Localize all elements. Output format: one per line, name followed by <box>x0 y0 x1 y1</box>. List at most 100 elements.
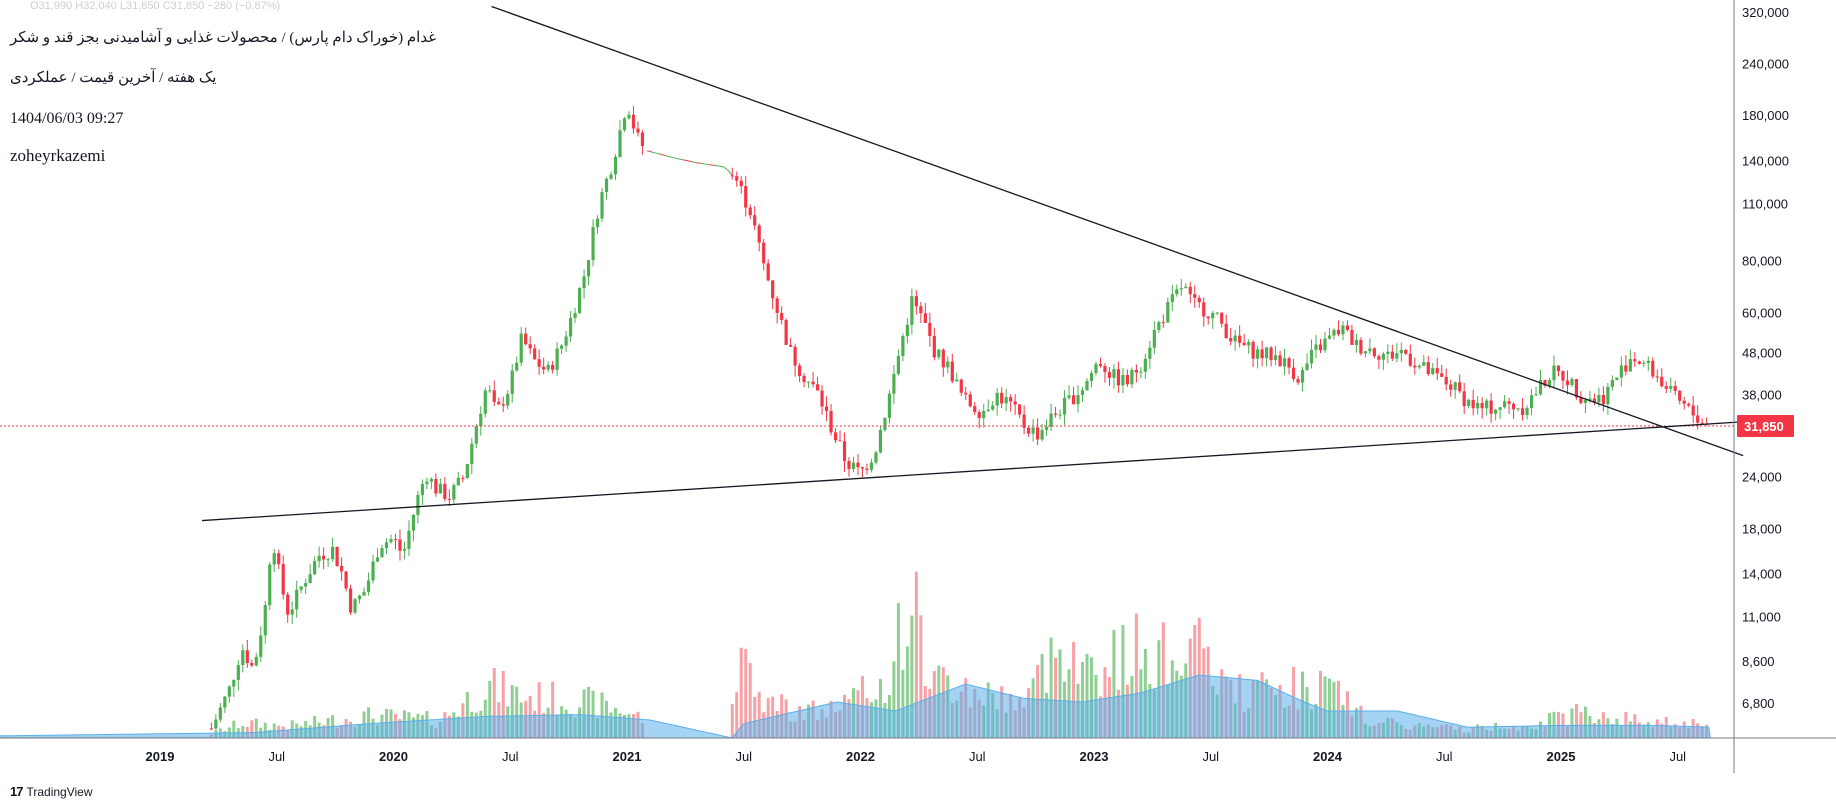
candle-body <box>582 276 586 289</box>
candle-body <box>542 366 546 370</box>
candle-body <box>757 225 761 243</box>
candle-body <box>1556 365 1561 372</box>
candle-body <box>833 432 838 441</box>
candle-body <box>452 485 456 500</box>
volume-bar <box>1318 670 1322 738</box>
candle-body <box>1224 323 1228 339</box>
volume-bar <box>537 682 541 738</box>
candle-body <box>1381 353 1385 360</box>
candle-body <box>313 561 317 575</box>
candle-halt <box>722 166 729 171</box>
candles <box>0 106 1709 739</box>
candle-body <box>573 313 577 319</box>
candle-body <box>389 539 393 543</box>
volume-bar <box>250 720 254 738</box>
price-axis[interactable]: 320,000 240,000 180,000 140,000 110,000 80,00… <box>1742 5 1789 711</box>
trendline-support[interactable] <box>201 421 1744 522</box>
candle-body <box>1251 341 1255 359</box>
candle-body <box>806 381 811 383</box>
candle-body <box>977 412 981 419</box>
volume-bar <box>582 689 586 738</box>
candle-body <box>277 553 281 565</box>
chart-title: غدام (خوراک دام پارس) / محصولات غذایی و … <box>10 30 437 46</box>
tradingview-branding[interactable]: 17 TradingView <box>10 784 93 799</box>
candle-body <box>1368 348 1372 352</box>
time-axis-tick: 2020 <box>379 749 408 764</box>
candle-body <box>286 594 290 615</box>
candle-body <box>1471 399 1475 409</box>
candle-body <box>438 483 442 494</box>
candle-body <box>1350 329 1354 345</box>
candle-body <box>1071 395 1076 405</box>
volume-bar <box>748 662 752 738</box>
volume-bar <box>465 692 469 738</box>
candle-body <box>1363 351 1367 354</box>
price-axis-tick: 80,000 <box>1742 254 1782 269</box>
candle-body <box>1336 329 1341 335</box>
price-axis-tick: 48,000 <box>1742 345 1782 360</box>
candle-body <box>411 514 416 531</box>
candle-body <box>1062 397 1067 415</box>
candle-body <box>1080 390 1085 396</box>
candle-body <box>766 263 770 281</box>
candle-halt <box>718 165 724 168</box>
volume-bar <box>551 681 555 738</box>
time-axis-tick: 2023 <box>1080 749 1109 764</box>
candle-body <box>569 318 573 337</box>
candle-body <box>1215 312 1219 314</box>
time-axis-tick: 2022 <box>846 749 875 764</box>
candle-body <box>780 312 784 320</box>
candle-body <box>744 186 748 208</box>
volume-bar <box>1570 708 1574 738</box>
candle-body <box>1089 372 1094 382</box>
volume-bar <box>1112 629 1116 738</box>
candle-body <box>1161 322 1165 324</box>
candle-body <box>1354 340 1359 345</box>
volume-bar <box>1049 637 1053 738</box>
volume-bar <box>501 670 505 738</box>
candle-body <box>748 207 752 216</box>
volume-bar <box>1161 622 1165 738</box>
candle-body <box>613 156 618 175</box>
candle-body <box>901 336 905 356</box>
candle-body <box>1597 395 1601 403</box>
candle-body <box>263 605 267 636</box>
candle-halt <box>664 154 670 158</box>
volume-bar <box>587 686 591 738</box>
candle-body <box>227 686 231 697</box>
price-axis-tick: 24,000 <box>1742 470 1782 485</box>
time-axis[interactable]: 2019 Jul 2020 Jul 2021 Jul 2022 Jul 2023 Jul 2024 J… <box>146 749 1687 764</box>
candle-body <box>416 495 420 515</box>
last-price-value: 31,850 <box>1744 419 1784 434</box>
candle-body <box>290 609 294 615</box>
trendline-resistance[interactable] <box>491 5 1744 457</box>
candle-body <box>272 553 276 565</box>
candle-body <box>353 599 357 613</box>
candle-body <box>1485 400 1489 409</box>
volume-bar <box>1574 704 1578 738</box>
candle-body <box>1116 369 1121 386</box>
candle-body <box>497 401 501 405</box>
candle-body <box>1444 376 1448 385</box>
candle-body <box>1678 390 1682 401</box>
candle-body <box>560 345 564 349</box>
candle-body <box>1462 391 1466 407</box>
candle-body <box>1498 407 1502 410</box>
candle-body <box>1139 371 1143 373</box>
candle-body <box>1179 288 1183 290</box>
candle-body <box>1525 407 1529 415</box>
candle-body <box>887 393 892 419</box>
candle-body <box>1520 408 1525 415</box>
candle-body <box>456 477 460 486</box>
candle-body <box>1440 373 1444 377</box>
candle-body <box>434 479 438 494</box>
volume-bar <box>1058 649 1062 738</box>
candle-body <box>1669 385 1673 389</box>
candle-body <box>465 464 469 478</box>
candle-body <box>1094 364 1098 373</box>
tradingview-logo-icon: 17 <box>10 784 24 799</box>
candle-body <box>546 364 550 370</box>
candle-body <box>955 379 959 382</box>
candle-body <box>1449 384 1453 390</box>
